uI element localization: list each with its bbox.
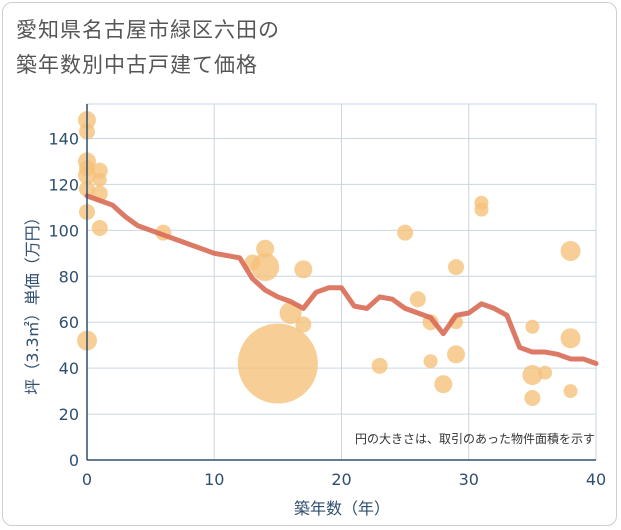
title-line-1: 愛知県名古屋市緑区六田の — [16, 18, 280, 42]
y-tick-label: 140 — [48, 129, 79, 148]
data-bubble — [237, 323, 318, 404]
data-bubble — [538, 365, 553, 380]
y-tick-label: 20 — [59, 405, 79, 424]
data-bubble — [92, 172, 107, 187]
data-bubble — [397, 224, 414, 241]
chart-title: 愛知県名古屋市緑区六田の 築年数別中古戸建て価格 — [16, 13, 280, 83]
trend-line — [84, 193, 599, 367]
data-bubble — [279, 302, 302, 325]
x-axis-title: 築年数（年） — [294, 499, 390, 518]
y-tick-label: 100 — [48, 221, 79, 240]
y-axis-title: 坪（3.3㎡）単価（万円） — [23, 209, 42, 394]
data-bubble — [256, 239, 275, 258]
data-bubble — [560, 240, 581, 261]
y-tick-label: 40 — [59, 359, 79, 378]
x-tick-label: 20 — [331, 470, 351, 489]
grid — [86, 103, 597, 461]
data-bubble — [295, 316, 312, 333]
y-tick-label: 60 — [59, 313, 79, 332]
data-bubble — [563, 384, 578, 399]
x-tick-label: 40 — [586, 470, 606, 489]
data-bubble — [294, 260, 313, 279]
data-bubble — [434, 375, 453, 394]
data-bubble — [251, 253, 280, 282]
data-bubble — [560, 328, 581, 349]
data-bubble — [474, 202, 489, 217]
axes: 0 10 20 30 40 0 20 40 60 80 100 120 140 — [48, 104, 606, 489]
data-bubble — [409, 291, 426, 308]
data-bubble — [423, 354, 438, 369]
data-bubble — [524, 389, 541, 406]
data-bubble — [447, 345, 466, 364]
bubbles — [77, 111, 581, 406]
trend — [84, 193, 599, 367]
y-tick-label: 80 — [59, 267, 79, 286]
x-tick-label: 30 — [459, 470, 479, 489]
y-tick-label: 0 — [69, 451, 79, 470]
title-line-2: 築年数別中古戸建て価格 — [16, 53, 258, 77]
data-bubble — [525, 319, 540, 334]
x-tick-label: 10 — [204, 470, 224, 489]
data-bubble — [448, 259, 465, 276]
x-tick-label: 0 — [82, 470, 92, 489]
data-bubble — [522, 365, 543, 386]
data-bubble — [91, 220, 108, 237]
size-annotation: 円の大きさは、取引のあった物件面積を示す — [355, 431, 595, 446]
data-bubble — [371, 357, 388, 374]
y-tick-label: 120 — [48, 175, 79, 194]
